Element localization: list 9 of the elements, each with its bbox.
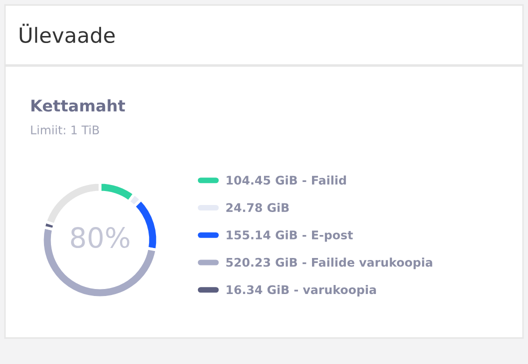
legend-label: 104.45 GiB - Failid (226, 176, 346, 185)
legend-label: 155.14 GiB - E-post (226, 230, 353, 242)
legend-label: 520.23 GiB - Failide varukoopia (226, 258, 432, 270)
text: 80% (71, 227, 130, 248)
legend-label: 24.78 GiB (226, 202, 289, 212)
chart-title: Kettamaht (31, 99, 126, 112)
text: Ülevaade (20, 24, 115, 44)
chart-subtitle: Limiit: 1 TiB (31, 125, 99, 134)
legend-label: 16.34 GiB - varukoopia (226, 285, 376, 296)
